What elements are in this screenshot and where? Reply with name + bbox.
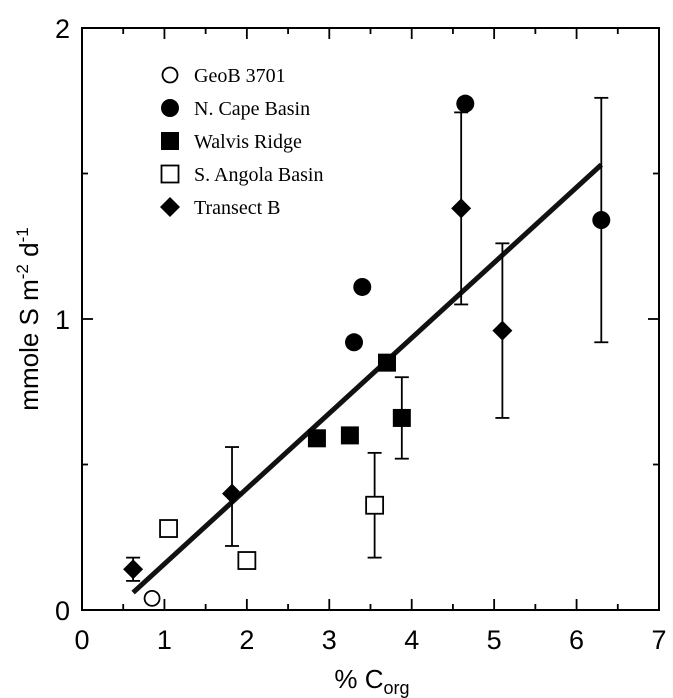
data-point-series-3 (237, 551, 257, 570)
x-tick-label: 1 (157, 625, 172, 655)
legend-marker (161, 66, 179, 84)
y-tick-label: 0 (55, 596, 70, 626)
legend-label: Transect B (194, 197, 280, 219)
x-tick-label: 7 (651, 625, 666, 655)
axis-ticks (81, 27, 660, 611)
regression-line-group (131, 162, 603, 595)
data-point-series-4 (222, 483, 243, 504)
data-point-series-1 (456, 94, 475, 113)
y-tick-labels: 0 1 2 (55, 14, 70, 626)
x-tick-label: 0 (74, 625, 89, 655)
legend-marker (160, 197, 180, 217)
regression-line (131, 162, 603, 595)
legend-label: GeoB 3701 (194, 65, 286, 87)
data-markers (123, 94, 611, 607)
legend-marker (161, 99, 179, 117)
y-tick-label: 1 (55, 305, 70, 335)
x-tick-label: 4 (404, 625, 419, 655)
x-tick-labels: 0 1 2 3 4 5 6 7 (74, 625, 666, 655)
data-point-series-1 (592, 211, 611, 230)
data-point-series-0 (143, 589, 161, 607)
legend-label: Walvis Ridge (194, 131, 302, 153)
x-tick-label: 2 (239, 625, 254, 655)
data-point-series-2 (340, 426, 359, 445)
y-tick-label: 2 (55, 14, 70, 44)
x-tick-label: 6 (569, 625, 584, 655)
legend-label: N. Cape Basin (194, 98, 310, 120)
data-point-series-1 (345, 333, 364, 352)
y-axis-label-sup2: -1 (13, 227, 32, 242)
x-tick-label: 5 (487, 625, 502, 655)
legend-marker (161, 132, 179, 150)
data-point-series-2 (377, 353, 396, 372)
data-point-series-3 (159, 519, 178, 538)
data-point-series-3 (365, 495, 385, 515)
data-point-series-1 (353, 277, 372, 296)
x-tick-label: 3 (322, 625, 337, 655)
x-axis-label-subscript: org (384, 678, 410, 698)
legend: GeoB 3701 N. Cape Basin Walvis Ridge S. Ang… (160, 65, 323, 219)
data-point-series-2 (307, 429, 326, 448)
data-point-series-4 (492, 320, 513, 341)
data-point-series-4 (451, 198, 472, 219)
data-point-series-2 (392, 408, 411, 427)
data-point-series-4 (123, 559, 144, 580)
legend-marker (160, 164, 180, 184)
y-axis-label-sup1: -2 (13, 264, 32, 279)
legend-label: S. Angola Basin (194, 164, 323, 186)
y-axis-label-mid: d (14, 242, 44, 264)
y-axis-label: mmole S m-2 d-1 (13, 227, 44, 410)
x-axis-label: % Corg (334, 664, 409, 698)
